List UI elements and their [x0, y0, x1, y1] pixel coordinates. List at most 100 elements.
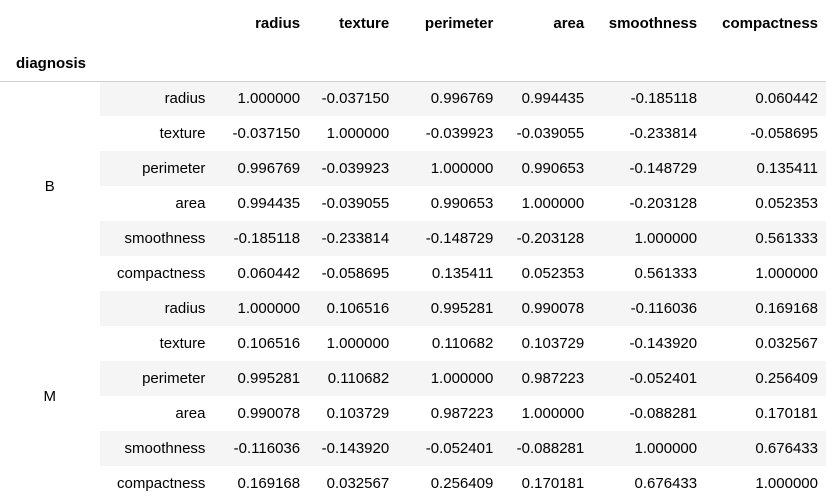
table-cell-area: 0.990653 — [501, 151, 593, 186]
table-row: smoothness -0.185118 -0.233814 -0.148729 -0.… — [0, 221, 826, 256]
blank-header-cell — [213, 46, 309, 82]
table-cell-radius: 0.106516 — [237, 335, 301, 352]
column-header-compactness: compactness — [722, 14, 818, 32]
table-cell-compactness: 0.052353 — [755, 195, 818, 212]
table-row: smoothness -0.116036 -0.143920 -0.052401 -0.… — [0, 431, 826, 466]
table-cell-radius: 0.060442 — [237, 265, 301, 282]
table-cell-compactness: 0.060442 — [705, 81, 826, 116]
table-cell-texture: 1.000000 — [326, 125, 390, 142]
table-cell-compactness: 0.032567 — [755, 335, 818, 352]
table-row: perimeter 0.995281 0.110682 1.000000 0.98722… — [0, 361, 826, 396]
table-cell-smoothness: -0.203128 — [629, 195, 698, 212]
table-cell-texture: 0.103729 — [326, 405, 390, 422]
blank-header-cell — [592, 46, 706, 82]
table-cell-compactness: -0.058695 — [750, 125, 818, 142]
table-cell-texture: -0.039055 — [321, 195, 390, 212]
blank-header-cell — [99, 46, 214, 82]
table-cell-smoothness: -0.116036 — [592, 291, 706, 326]
row-label: perimeter — [99, 361, 214, 396]
row-label: area — [175, 195, 206, 212]
table-cell-smoothness: 1.000000 — [592, 431, 706, 466]
row-label: radius — [99, 81, 214, 116]
table-cell-texture: -0.058695 — [321, 265, 390, 282]
table-cell-texture: -0.233814 — [308, 221, 398, 256]
column-header-perimeter: perimeter — [424, 14, 494, 32]
table-cell-texture: -0.039923 — [308, 151, 398, 186]
column-header-row: radius texture perimeter area smoothness… — [0, 0, 826, 46]
column-header-smoothness: smoothness — [608, 14, 698, 32]
table-cell-radius: -0.185118 — [213, 221, 309, 256]
row-label: texture — [159, 125, 206, 142]
row-label: perimeter — [99, 151, 214, 186]
table-row: perimeter 0.996769 -0.039923 1.000000 0.9906… — [0, 151, 826, 186]
table-cell-radius: 0.169168 — [237, 475, 301, 492]
table-cell-compactness: 1.000000 — [755, 265, 818, 282]
table-cell-smoothness: -0.233814 — [629, 125, 698, 142]
table-row: texture 0.106516 1.000000 0.110682 0.103729 -… — [0, 326, 826, 361]
table-cell-perimeter: 0.987223 — [430, 405, 494, 422]
row-label: smoothness — [99, 221, 214, 256]
blank-header-cell — [100, 0, 214, 46]
table-cell-area: 0.994435 — [501, 81, 593, 116]
table-cell-radius: -0.037150 — [232, 125, 301, 142]
table-cell-texture: -0.143920 — [308, 431, 398, 466]
table-cell-perimeter: 0.990653 — [430, 195, 494, 212]
blank-header-cell — [705, 46, 826, 82]
table-row: compactness 0.169168 0.032567 0.256409 0.170… — [0, 466, 826, 501]
table-cell-texture: 0.106516 — [308, 291, 398, 326]
table-cell-area: 1.000000 — [521, 405, 585, 422]
table-cell-smoothness: 0.561333 — [634, 265, 698, 282]
table-cell-area: 0.170181 — [521, 475, 585, 492]
table-cell-texture: -0.037150 — [308, 81, 398, 116]
table-cell-perimeter: 0.256409 — [430, 475, 494, 492]
blank-header-cell — [501, 46, 593, 82]
table-cell-compactness: 0.135411 — [705, 151, 826, 186]
table-row: area 0.990078 0.103729 0.987223 1.000000 -0.0… — [0, 396, 826, 431]
row-label: area — [175, 405, 206, 422]
group-label: M — [0, 291, 100, 501]
index-name-diagnosis: diagnosis — [0, 46, 100, 82]
table-cell-compactness: 0.169168 — [705, 291, 826, 326]
table-cell-perimeter: 0.135411 — [431, 265, 494, 282]
table-cell-smoothness: 1.000000 — [592, 221, 706, 256]
blank-header-cell — [308, 46, 398, 82]
table-cell-perimeter: 1.000000 — [397, 361, 502, 396]
table-cell-compactness: 0.170181 — [755, 405, 818, 422]
row-label: compactness — [117, 265, 206, 282]
column-header-area: area — [553, 14, 585, 32]
table-cell-radius: -0.116036 — [213, 431, 309, 466]
table-cell-area: -0.088281 — [501, 431, 593, 466]
row-label: radius — [99, 291, 214, 326]
table-cell-smoothness: -0.143920 — [629, 335, 698, 352]
table-cell-smoothness: 0.676433 — [634, 475, 698, 492]
table-cell-texture: 1.000000 — [326, 335, 390, 352]
table-cell-smoothness: -0.088281 — [629, 405, 698, 422]
table-cell-smoothness: -0.148729 — [592, 151, 706, 186]
table-cell-area: -0.039055 — [516, 125, 585, 142]
blank-header-cell — [0, 0, 100, 46]
table-cell-compactness: 0.256409 — [705, 361, 826, 396]
table-cell-perimeter: 0.995281 — [397, 291, 502, 326]
blank-header-cell — [397, 46, 502, 82]
table-cell-area: 0.990078 — [501, 291, 593, 326]
table-cell-radius: 1.000000 — [213, 81, 309, 116]
table-cell-perimeter: -0.148729 — [397, 221, 502, 256]
table-cell-radius: 0.994435 — [237, 195, 301, 212]
table-cell-area: -0.203128 — [501, 221, 593, 256]
row-label: texture — [159, 335, 206, 352]
column-header-radius: radius — [255, 14, 301, 32]
table-cell-area: 0.987223 — [501, 361, 593, 396]
table-cell-compactness: 0.561333 — [705, 221, 826, 256]
table-cell-perimeter: -0.039923 — [425, 125, 494, 142]
table-cell-perimeter: 0.110682 — [431, 335, 494, 352]
table-cell-texture: 0.032567 — [326, 475, 390, 492]
table-row: area 0.994435 -0.039055 0.990653 1.000000 -0.… — [0, 186, 826, 221]
table-row: texture -0.037150 1.000000 -0.039923 -0.0390… — [0, 116, 826, 151]
table-cell-radius: 1.000000 — [213, 291, 309, 326]
table-header: radius texture perimeter area smoothness… — [0, 0, 826, 82]
